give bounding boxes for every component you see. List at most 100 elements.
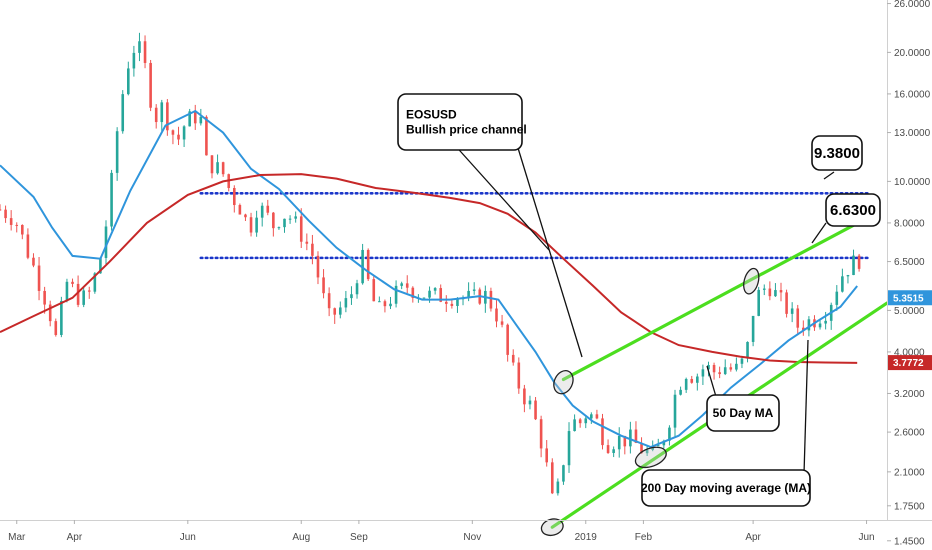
candle [751, 315, 755, 347]
callout-pointer-1 [517, 147, 583, 358]
candle [238, 203, 242, 215]
candle [138, 32, 141, 62]
candle [266, 199, 270, 216]
candle-body [668, 427, 671, 441]
candle-body [71, 281, 74, 284]
candle [740, 357, 744, 369]
candle-body [110, 172, 113, 227]
candle-body [338, 307, 342, 315]
candle-body [729, 367, 733, 370]
candle-body [629, 429, 632, 447]
candle [48, 300, 52, 327]
candle-body [32, 257, 35, 266]
y-tick-label: 16.0000 [894, 89, 931, 100]
x-tick-label: 2019 [575, 532, 598, 543]
candle [71, 278, 74, 288]
candle [796, 304, 800, 336]
candle [673, 389, 677, 437]
candle [484, 285, 487, 313]
candle [366, 248, 370, 281]
candle [26, 228, 30, 260]
candle-body [37, 265, 41, 291]
candle [701, 364, 705, 385]
candle-body [316, 255, 320, 278]
annotation-text: 6.6300 [830, 202, 876, 219]
candle [355, 279, 359, 299]
annotation-text: 200 Day moving average (MA) [641, 481, 811, 495]
candle-body [456, 299, 459, 306]
candle-body [489, 290, 493, 309]
candle-body [249, 217, 253, 233]
candle-body [824, 320, 827, 324]
candle-body [523, 388, 526, 405]
candle [696, 373, 699, 391]
candle-body [573, 419, 576, 432]
candle-body [372, 279, 376, 302]
candle-body [405, 283, 409, 288]
candle-body [701, 369, 705, 377]
candle-body [774, 290, 777, 297]
candle-body [143, 41, 147, 63]
candle-body [221, 162, 225, 175]
candle [584, 416, 588, 429]
candle [255, 210, 258, 237]
candle [835, 285, 839, 311]
candle-body [350, 294, 353, 299]
candle-body [182, 126, 186, 140]
candle [852, 249, 855, 276]
candle-body [450, 303, 454, 306]
candle [735, 357, 738, 372]
candle [857, 253, 861, 272]
candle [277, 226, 281, 230]
candle [87, 286, 91, 299]
candle [433, 287, 437, 295]
candle-body [216, 162, 219, 174]
candle-body [606, 445, 610, 453]
candle [37, 256, 41, 301]
candle [506, 323, 509, 362]
candle-body [696, 376, 699, 383]
candle [617, 427, 621, 458]
candle [768, 281, 772, 301]
candle-body [149, 62, 152, 108]
annotation-box-1: 9.3800 [811, 135, 863, 171]
candle [299, 208, 303, 248]
candle [210, 155, 214, 179]
candle-body [640, 442, 643, 454]
price-tag-0 [888, 290, 932, 306]
candle-body [333, 308, 337, 315]
candle [405, 275, 409, 294]
candle-body [846, 275, 850, 277]
candle-body [762, 288, 766, 290]
candle [260, 202, 264, 227]
candle [127, 61, 130, 96]
candle [601, 413, 604, 450]
ma200-line [0, 173, 858, 364]
candle [221, 161, 225, 177]
highlight-ellipse-2 [634, 446, 667, 469]
callout-pointer-5 [803, 339, 809, 475]
candle [177, 126, 180, 146]
candle-body [690, 378, 694, 383]
candle [612, 446, 615, 458]
candle [729, 363, 733, 372]
candle [394, 280, 398, 308]
candle [785, 289, 788, 318]
candle-body [233, 188, 236, 206]
y-tick-label: 13.0000 [894, 128, 931, 139]
candle [193, 104, 197, 130]
candle-body [578, 419, 582, 424]
candle-body [428, 290, 431, 298]
candle-body [852, 255, 855, 276]
candle-body [411, 287, 415, 299]
candle-body [790, 308, 794, 314]
candle-body [612, 449, 615, 453]
annotation-frame [825, 193, 881, 227]
x-tick-label: Nov [463, 532, 481, 543]
channel-upper-line [561, 216, 869, 382]
candle-body [617, 435, 621, 450]
candle [294, 211, 297, 223]
candle-body [400, 283, 403, 286]
